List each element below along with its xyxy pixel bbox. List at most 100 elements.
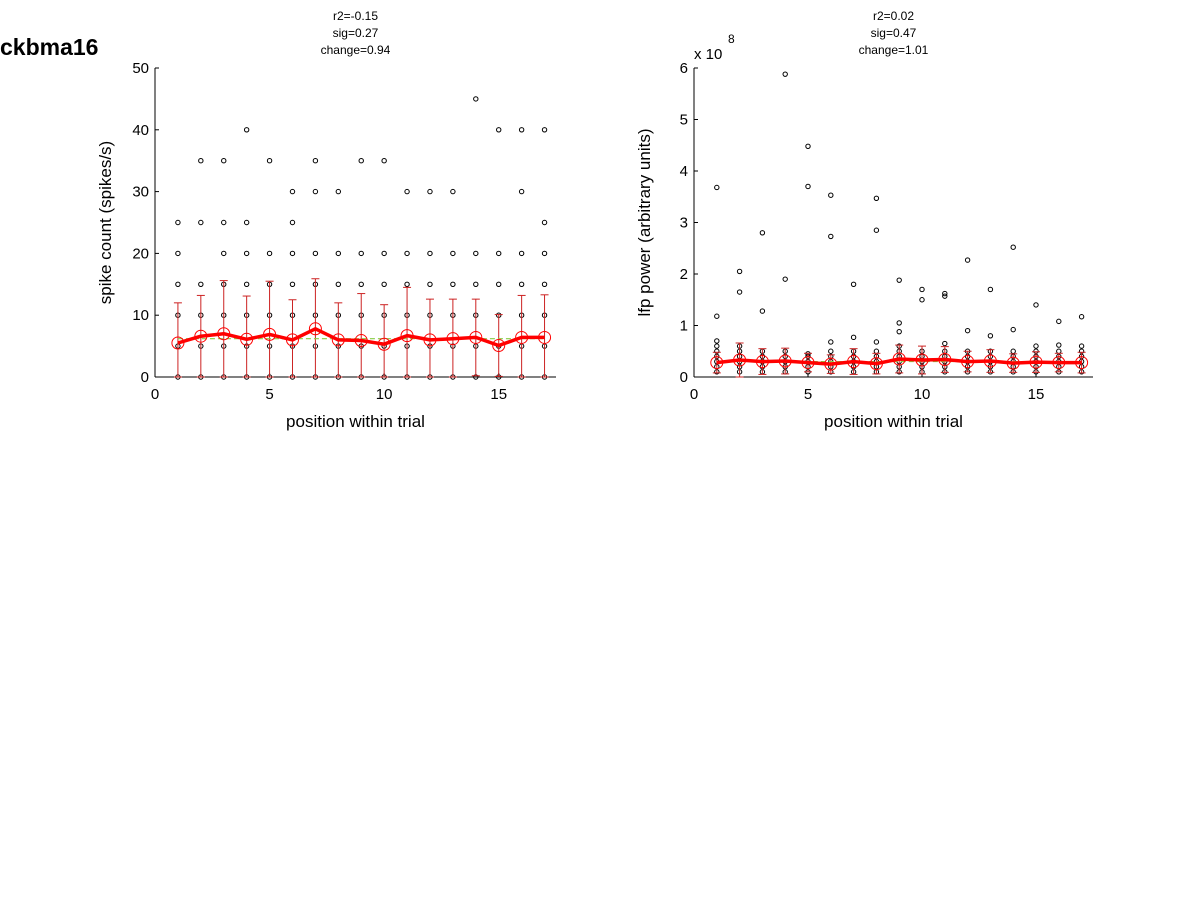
y-exponent-power: 8 — [728, 32, 735, 46]
data-point — [1010, 244, 1016, 250]
x-tick-label: 15 — [1028, 386, 1045, 403]
data-point — [450, 188, 456, 195]
data-point — [335, 281, 342, 287]
mean-marker — [263, 327, 277, 341]
y-exponent-label: x 10 — [694, 46, 722, 63]
y-tick-label: 6 — [680, 60, 688, 77]
data-point — [198, 281, 204, 287]
title-line: r2=0.02 — [873, 9, 914, 23]
mean-marker — [801, 356, 815, 370]
data-point — [312, 188, 319, 195]
data-point — [175, 250, 181, 257]
data-point — [266, 250, 273, 257]
mean-marker — [710, 356, 724, 370]
data-point — [782, 71, 788, 77]
data-point — [919, 297, 925, 303]
data-point — [942, 290, 948, 297]
mean-line — [177, 327, 545, 348]
y-tick-label: 3 — [680, 215, 688, 232]
mean-marker — [1052, 356, 1066, 370]
mean-marker — [538, 330, 552, 344]
data-point — [243, 127, 250, 133]
data-point — [289, 281, 296, 287]
data-point — [1078, 343, 1085, 349]
y-tick-label: 10 — [132, 307, 149, 324]
data-point — [736, 289, 743, 295]
title-line: sig=0.27 — [333, 26, 379, 40]
data-point — [896, 277, 902, 283]
data-point — [782, 276, 788, 282]
x-axis-label: position within trial — [824, 412, 963, 431]
data-point — [381, 250, 387, 257]
data-point — [873, 348, 880, 354]
mean-marker — [331, 333, 345, 347]
title-line: sig=0.47 — [871, 26, 917, 40]
mean-marker — [915, 353, 929, 367]
data-point — [381, 281, 387, 287]
data-point — [496, 281, 502, 287]
data-point — [358, 250, 364, 257]
data-point — [518, 127, 525, 133]
mean-marker — [1029, 355, 1043, 369]
y-tick-label: 30 — [132, 184, 149, 201]
mean-marker — [755, 355, 769, 369]
data-point — [404, 250, 410, 257]
data-point — [289, 188, 296, 195]
mean-marker — [446, 332, 460, 346]
data-point — [221, 250, 227, 257]
data-point — [1056, 348, 1062, 354]
x-tick-label: 15 — [490, 386, 507, 403]
y-tick-label: 40 — [132, 122, 149, 139]
mean-marker — [733, 353, 747, 367]
x-axis-label: position within trial — [286, 412, 425, 431]
data-point — [289, 219, 296, 226]
data-point — [266, 158, 273, 164]
mean-marker — [1075, 356, 1089, 370]
data-point — [427, 188, 433, 195]
data-point — [828, 339, 834, 345]
data-point — [714, 338, 720, 344]
mean-marker — [194, 329, 208, 343]
data-point — [736, 268, 743, 275]
data-point — [942, 340, 948, 347]
data-point — [518, 250, 525, 257]
data-point — [873, 227, 880, 233]
mean-line — [716, 357, 1082, 366]
title-line: change=1.01 — [859, 43, 929, 57]
data-point — [850, 334, 857, 341]
data-point — [828, 192, 834, 198]
data-point — [335, 250, 342, 257]
data-point — [496, 127, 502, 133]
data-point — [714, 343, 720, 349]
mean-marker — [240, 332, 254, 346]
mean-marker — [824, 357, 838, 371]
data-point — [987, 333, 994, 339]
data-point — [828, 348, 834, 354]
mean-marker — [469, 330, 483, 344]
y-tick-label: 2 — [680, 266, 688, 283]
data-point — [828, 233, 834, 240]
data-point — [175, 219, 181, 226]
y-tick-label: 0 — [680, 369, 688, 386]
title-line: change=0.94 — [321, 43, 391, 57]
data-point — [964, 327, 971, 334]
data-point — [1078, 314, 1085, 320]
data-point — [198, 219, 204, 226]
mean-marker — [938, 352, 952, 366]
data-point — [358, 281, 364, 287]
data-point — [873, 339, 880, 345]
mean-marker — [285, 333, 299, 347]
data-point — [243, 250, 250, 257]
mean-marker — [869, 357, 883, 371]
mean-marker — [171, 336, 185, 350]
data-point — [1033, 302, 1039, 308]
data-point — [873, 195, 880, 201]
data-point — [759, 308, 766, 314]
mean-marker — [400, 329, 414, 343]
data-point — [919, 286, 925, 293]
data-point — [221, 158, 227, 164]
data-point — [714, 313, 720, 319]
data-point — [473, 96, 479, 102]
y-tick-label: 20 — [132, 245, 149, 262]
